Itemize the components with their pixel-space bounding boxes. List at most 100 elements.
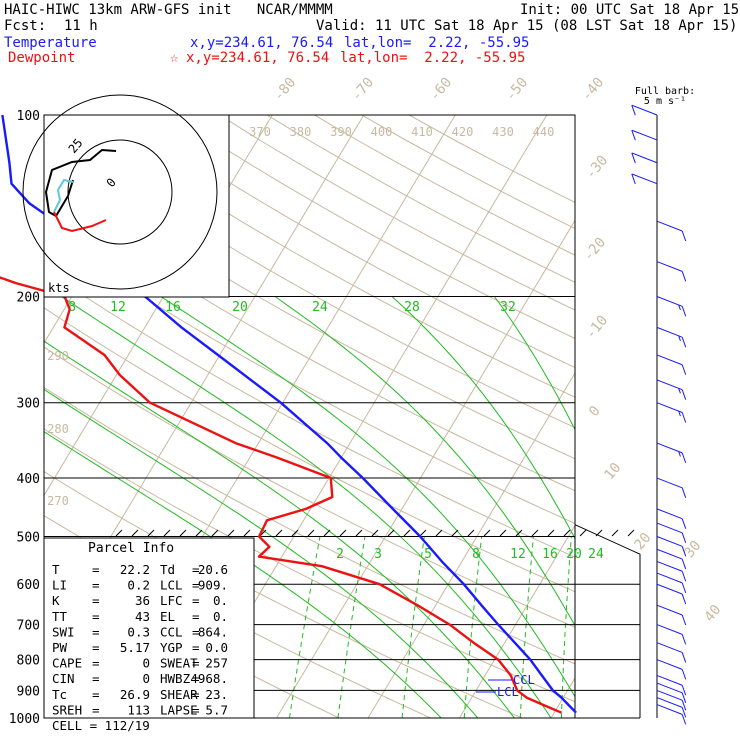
wind-barb-flag (681, 487, 687, 499)
parcel-cell: = (92, 656, 100, 671)
wind-barb-shaft (656, 682, 683, 694)
pressure-tick-label: 900 (17, 684, 40, 699)
wind-barb-shaft (656, 560, 683, 572)
isotherm-label: 40 (701, 602, 724, 625)
parcel-cell: Td (160, 562, 175, 577)
hatch-mark (579, 529, 587, 537)
hatch-mark (115, 529, 123, 537)
hatch-mark (307, 529, 315, 537)
dewpoint-profile (0, 276, 562, 714)
star-icon: ☆ (170, 50, 179, 66)
wind-barb-flag (681, 364, 687, 375)
dry-adiabat-line (44, 307, 575, 593)
hatch-mark (451, 529, 459, 537)
pressure-tick-label: 800 (17, 654, 40, 669)
wind-barb (656, 624, 687, 645)
temperature-xy: x,y=234.61, 76.54 (190, 35, 334, 51)
parcel-cell: SREH (52, 702, 82, 717)
parcel-cell: 43 (135, 609, 150, 624)
theta-left-label: 270 (47, 494, 69, 508)
wind-barb-flag (631, 105, 636, 116)
dry-adiabat-line (44, 231, 575, 525)
wind-barb-shaft (656, 604, 683, 616)
wind-barb-shaft (631, 129, 658, 141)
wind-barb-flag (678, 451, 681, 457)
mixing-ratio-line (289, 536, 321, 718)
hatch-mark (339, 529, 347, 537)
hatch-mark (467, 529, 475, 537)
wind-barb-flag (681, 306, 687, 317)
parcel-cell: 5.17 (120, 640, 150, 655)
parcel-cell: = (92, 687, 100, 702)
wind-barb-shaft (656, 659, 683, 670)
wind-barb-shaft (656, 220, 683, 232)
parcel-cell: SWEAT (160, 656, 198, 671)
pressure-tick-label: 300 (17, 397, 40, 412)
parcel-cell: = (192, 671, 200, 686)
parcel-cell: 20.6 (198, 562, 228, 577)
pressure-tick-label: 700 (17, 619, 40, 634)
init-time: Init: 00 UTC Sat 18 Apr 15 (520, 2, 740, 18)
wind-barb-shaft (656, 477, 683, 489)
wind-barb-shaft (656, 296, 683, 307)
mixing-ratio-line (519, 536, 534, 718)
wind-barb-flag (681, 452, 687, 464)
parcel-cell: = (192, 593, 200, 608)
wind-barb (656, 536, 687, 557)
moist-adiabat-line (274, 296, 575, 627)
wind-barb-shaft (656, 379, 683, 391)
hatch-mark (531, 529, 539, 537)
wind-barb-shaft (656, 536, 683, 547)
wind-barb-shaft (656, 697, 683, 708)
isotherm-label: -20 (581, 235, 610, 265)
wind-barb-flag (678, 388, 681, 394)
isotherm-label: -50 (503, 75, 532, 105)
hatch-mark (163, 529, 171, 537)
wind-barb (656, 642, 687, 663)
parcel-cell: = (92, 640, 100, 655)
hatch-mark (371, 529, 379, 537)
wind-barb-flag (631, 129, 636, 141)
wind-barb-flag (681, 700, 687, 711)
parcel-cell: CCL (160, 624, 183, 639)
isotherm-label: 20 (631, 530, 654, 553)
valid-time: Valid: 11 UTC Sat 18 Apr 15 (08 LST Sat … (316, 18, 738, 34)
isotherm-label: 0 (586, 403, 604, 420)
parcel-cell: 22.2 (120, 562, 150, 577)
dewpoint-legend-label: Dewpoint (8, 50, 76, 66)
parcel-cell: 0. (213, 609, 228, 624)
wind-barb (656, 442, 687, 464)
theta-left-label: 280 (47, 422, 69, 436)
wind-barb-flag (681, 614, 687, 626)
dewpoint-xy: x,y=234.61, 76.54 (186, 50, 330, 66)
hatch-mark (291, 529, 299, 537)
wind-barb (631, 104, 658, 116)
isotherm-line (459, 524, 575, 718)
wind-barb-flag (681, 532, 687, 544)
wind-barb-shaft (656, 402, 683, 413)
wind-barb-flag (681, 558, 687, 570)
parcel-cell: = (192, 609, 200, 624)
plot-area (44, 115, 740, 718)
isotherm-line (734, 115, 740, 718)
theta-label: 390 (330, 125, 352, 139)
parcel-cell: = (192, 640, 200, 655)
parcel-panel-frame (43, 537, 255, 719)
lcl-label: LCL (497, 685, 519, 699)
wind-barb-shaft (631, 173, 658, 185)
dewpoint-latlon: lat,lon= 2.22, -55.95 (340, 50, 526, 66)
wind-barb-flag (678, 410, 681, 417)
mixing-label-upper: 8 (68, 300, 76, 315)
parcel-cell: 909. (198, 578, 228, 593)
isotherm-line (550, 677, 575, 718)
dry-adiabat-line (44, 386, 575, 665)
parcel-cell: LFC (160, 593, 183, 608)
plot-frame (43, 114, 576, 719)
temperature-legend-label: Temperature (4, 35, 97, 51)
parcel-cell: SHEAR (160, 687, 198, 702)
parcel-cell: 4968. (190, 671, 228, 686)
parcel-cell: = (192, 624, 200, 639)
wind-barb (656, 704, 687, 725)
